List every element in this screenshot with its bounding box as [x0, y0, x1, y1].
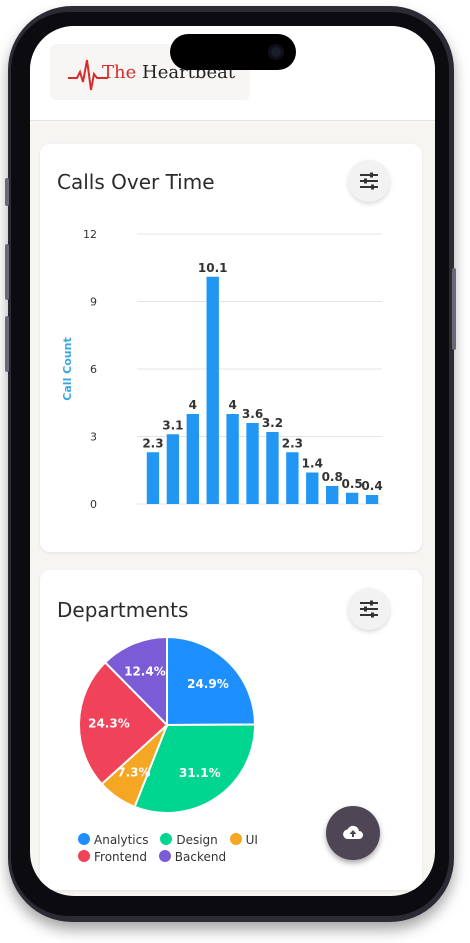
bar-data-label: 4 — [228, 398, 236, 412]
bar — [365, 495, 379, 504]
bar — [226, 414, 239, 504]
screen: The Heartbeat Calls Over Time Department… — [30, 26, 435, 896]
legend-row: Analytics Design UI — [78, 833, 278, 847]
legend-dot — [158, 850, 171, 862]
departments-card-title: Departments — [57, 598, 189, 622]
bar-data-label: 1.4 — [302, 457, 323, 471]
legend-row: Frontend Backend — [78, 850, 278, 864]
pie-slice-label: 24.3% — [88, 716, 130, 730]
bar — [286, 452, 299, 504]
dynamic-island — [170, 34, 296, 70]
pie-legend: Analytics Design UI Frontend Backend — [78, 833, 278, 864]
bar-data-label: 2.3 — [282, 436, 303, 450]
calls-filter-button[interactable] — [348, 160, 390, 202]
legend-item-design[interactable]: Design — [160, 833, 218, 847]
cloud-upload-icon — [343, 825, 363, 839]
legend-dot — [229, 833, 242, 845]
legend-label: Backend — [174, 850, 227, 864]
y-tick-label: 12 — [83, 228, 97, 241]
side-button — [5, 178, 9, 206]
bar-data-label: 0.8 — [322, 470, 343, 484]
legend-label: Frontend — [94, 850, 147, 864]
bar — [166, 434, 180, 504]
bar — [206, 276, 219, 504]
legend-label: Design — [176, 833, 218, 847]
bar — [266, 432, 279, 504]
y-tick-label: 3 — [90, 431, 97, 444]
bar — [146, 452, 160, 504]
pie-slice — [133, 723, 256, 814]
legend-label: Analytics — [94, 833, 149, 847]
departments-filter-button[interactable] — [348, 588, 390, 630]
legend-dot — [160, 833, 173, 845]
bar-data-label: 0.4 — [361, 479, 382, 493]
pie-slice-label: 24.9% — [187, 677, 229, 691]
bar — [306, 472, 319, 504]
bar — [246, 423, 259, 504]
legend-dot — [78, 833, 90, 845]
power-button — [452, 268, 456, 350]
bar — [345, 492, 359, 504]
pie-slice — [166, 635, 257, 727]
pie-slice — [103, 635, 168, 728]
pie-slice-label: 12.4% — [124, 664, 166, 678]
bar-data-label: 2.3 — [142, 436, 163, 450]
bar — [326, 486, 339, 504]
sliders-icon — [360, 600, 378, 618]
legend-item-analytics[interactable]: Analytics — [78, 833, 149, 847]
camera-icon — [268, 44, 284, 60]
bar-data-label: 3.6 — [242, 407, 263, 421]
y-tick-label: 0 — [90, 498, 97, 511]
legend-item-frontend[interactable]: Frontend — [78, 850, 147, 864]
pie-slice-label: 7.3% — [117, 766, 150, 780]
legend-dot — [78, 850, 90, 862]
header: The Heartbeat — [30, 26, 435, 121]
legend-item-backend[interactable]: Backend — [158, 850, 227, 864]
calls-card-title: Calls Over Time — [57, 170, 215, 194]
pie-slice — [78, 660, 169, 786]
legend-item-ui[interactable]: UI — [229, 833, 258, 847]
bar-data-label: 0.5 — [341, 477, 362, 491]
heartbeat-pulse-icon — [68, 59, 108, 91]
volume-up-button — [5, 244, 9, 300]
y-axis-label: Call Count — [61, 337, 74, 400]
logo-text-the: The — [102, 62, 137, 83]
pie-slice-label: 31.1% — [179, 766, 221, 780]
bar-data-label: 4 — [189, 398, 197, 412]
bar-data-label: 10.1 — [198, 261, 228, 275]
y-tick-label: 9 — [90, 296, 97, 309]
sliders-icon — [360, 172, 378, 190]
bar — [186, 414, 199, 504]
legend-label: UI — [245, 833, 258, 847]
upload-fab-button[interactable] — [326, 806, 380, 860]
bar-data-label: 3.2 — [262, 416, 283, 430]
bar-data-label: 3.1 — [162, 418, 183, 432]
y-tick-label: 6 — [90, 363, 97, 376]
volume-down-button — [5, 316, 9, 372]
